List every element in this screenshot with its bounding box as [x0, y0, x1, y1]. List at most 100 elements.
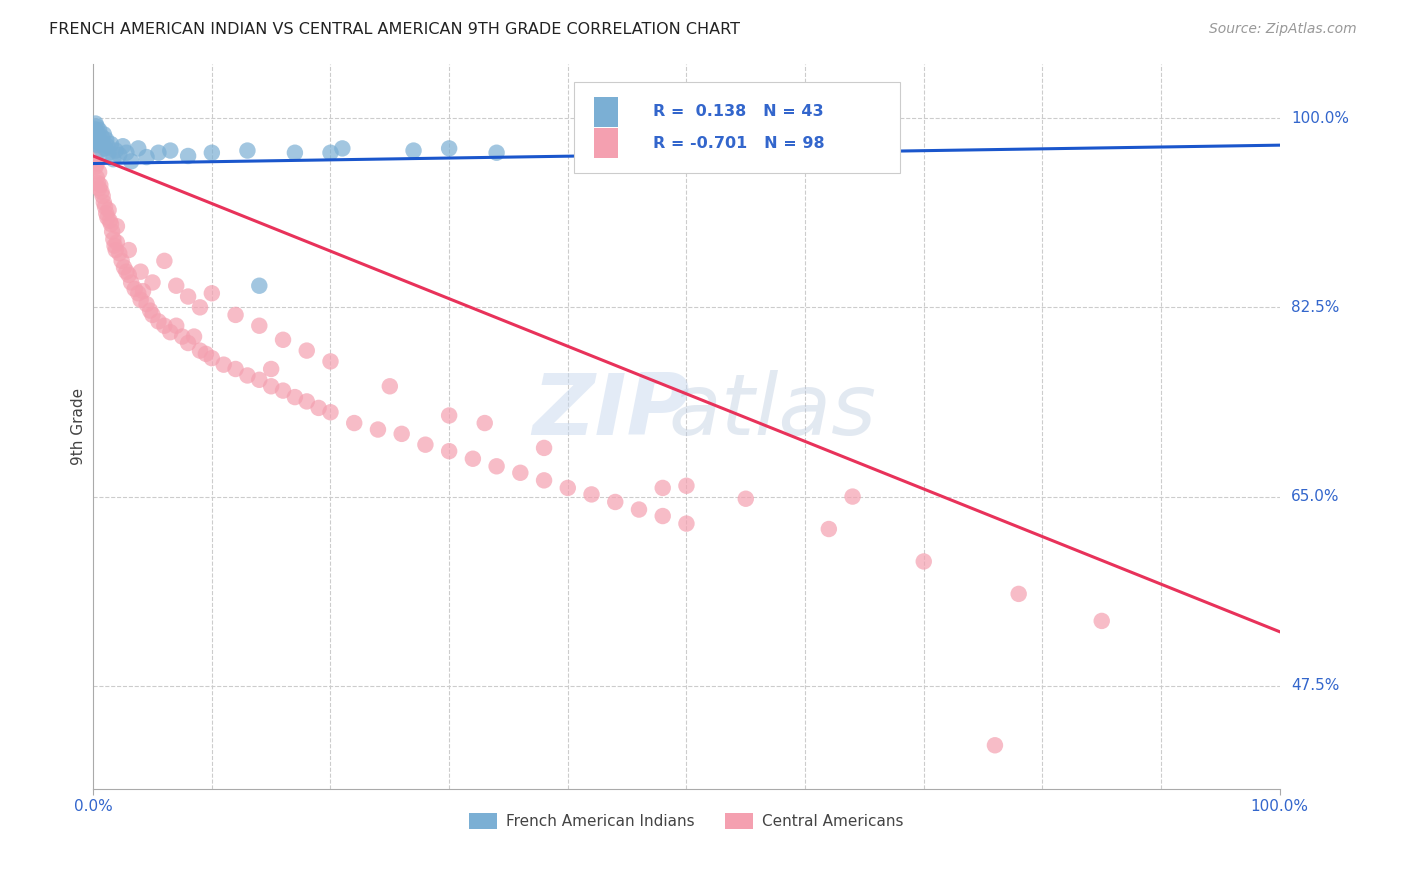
Point [581, 487, 603, 501]
Point [437, 409, 460, 423]
Text: ZIP: ZIP [533, 370, 690, 453]
Point [108, 148, 131, 162]
Y-axis label: 9th Grade: 9th Grade [72, 388, 86, 465]
Point [533, 441, 555, 455]
Point [153, 318, 176, 333]
Point [83, 128, 105, 142]
Point [247, 373, 270, 387]
Point [115, 145, 138, 160]
Point [295, 343, 318, 358]
Text: R =  0.138   N = 43: R = 0.138 N = 43 [654, 104, 824, 120]
Point [87, 128, 110, 143]
Point [817, 522, 839, 536]
Point [485, 459, 508, 474]
Point [675, 516, 697, 531]
Point [165, 278, 187, 293]
Point [201, 351, 224, 366]
Point [87, 165, 110, 179]
Point [83, 122, 105, 136]
Point [485, 145, 508, 160]
Point [188, 301, 211, 315]
Point [319, 145, 342, 160]
Point [118, 243, 141, 257]
Point [461, 451, 484, 466]
Point [112, 260, 135, 275]
Point [118, 268, 141, 282]
Point [83, 149, 105, 163]
Text: 65.0%: 65.0% [1291, 489, 1340, 504]
Text: FRENCH AMERICAN INDIAN VS CENTRAL AMERICAN 9TH GRADE CORRELATION CHART: FRENCH AMERICAN INDIAN VS CENTRAL AMERIC… [49, 22, 740, 37]
Point [247, 278, 270, 293]
Point [225, 308, 247, 322]
Point [100, 217, 122, 231]
Point [101, 225, 124, 239]
Point [111, 253, 134, 268]
Point [91, 136, 114, 150]
Point [103, 152, 125, 166]
Point [605, 495, 627, 509]
Point [201, 145, 224, 160]
Point [177, 149, 200, 163]
Point [135, 150, 157, 164]
Point [135, 297, 157, 311]
Point [86, 126, 108, 140]
Bar [593, 96, 617, 127]
Point [132, 284, 155, 298]
Bar [593, 128, 617, 158]
Point [127, 141, 149, 155]
Point [177, 289, 200, 303]
Point [159, 144, 181, 158]
Text: R = -0.701   N = 98: R = -0.701 N = 98 [654, 136, 825, 151]
Point [148, 314, 170, 328]
Point [437, 444, 460, 458]
Point [90, 129, 112, 144]
Point [84, 124, 107, 138]
Point [87, 131, 110, 145]
Point [165, 318, 187, 333]
Point [124, 282, 146, 296]
Point [159, 325, 181, 339]
Point [105, 235, 128, 250]
Point [557, 481, 579, 495]
Point [84, 130, 107, 145]
Point [194, 347, 217, 361]
Text: 100.0%: 100.0% [1291, 111, 1348, 126]
Point [212, 358, 235, 372]
Point [172, 329, 194, 343]
Point [96, 133, 118, 147]
Point [141, 308, 163, 322]
Point [201, 286, 224, 301]
Point [87, 176, 110, 190]
Point [225, 362, 247, 376]
Point [141, 276, 163, 290]
Point [627, 502, 650, 516]
Point [308, 401, 330, 415]
Point [86, 156, 108, 170]
Point [87, 181, 110, 195]
Point [89, 178, 111, 193]
Point [651, 509, 673, 524]
Point [260, 379, 283, 393]
Point [1008, 587, 1031, 601]
Point [104, 243, 127, 257]
Point [96, 211, 118, 225]
Point [675, 479, 697, 493]
Point [330, 141, 353, 155]
Point [295, 394, 318, 409]
Point [188, 343, 211, 358]
Point [93, 195, 115, 210]
Point [139, 303, 162, 318]
Point [129, 265, 152, 279]
Point [96, 206, 118, 220]
Point [94, 200, 117, 214]
Point [86, 170, 108, 185]
Point [391, 426, 413, 441]
Point [115, 265, 138, 279]
Point [284, 145, 307, 160]
Point [148, 145, 170, 160]
Point [87, 123, 110, 137]
Point [271, 333, 294, 347]
Text: 82.5%: 82.5% [1291, 300, 1339, 315]
Point [91, 189, 114, 203]
Point [127, 286, 149, 301]
